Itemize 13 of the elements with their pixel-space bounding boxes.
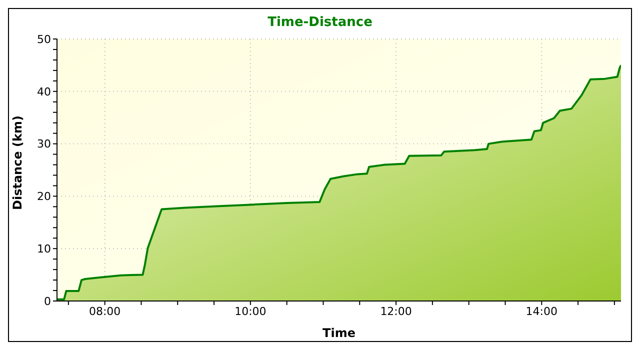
y-tick-label: 20 — [37, 190, 51, 204]
x-tick-label: 14:00 — [526, 304, 558, 318]
chart-title: Time-Distance — [266, 15, 374, 31]
x-tick-label: 08:00 — [88, 304, 121, 318]
x-tick-label: 12:00 — [380, 304, 412, 318]
y-tick-label: 40 — [37, 85, 51, 98]
y-tick-label: 0 — [44, 294, 51, 308]
y-tick-label: 50 — [37, 32, 51, 46]
y-axis-title: Distance (km) — [10, 116, 24, 210]
y-tick-label: 10 — [37, 242, 51, 256]
y-tick-label: 30 — [37, 138, 51, 151]
x-tick-label: 10:00 — [234, 304, 266, 318]
x-axis-title: Time — [322, 326, 356, 340]
